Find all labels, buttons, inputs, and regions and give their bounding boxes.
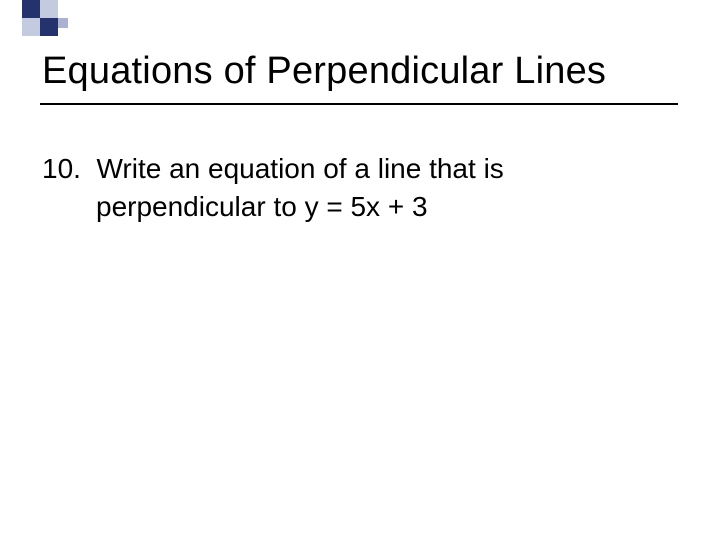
corner-decoration — [0, 0, 90, 40]
problem-line-1: Write an equation of a line that is — [97, 153, 504, 184]
deco-square — [58, 18, 68, 28]
problem-text: 10. Write an equation of a line that is … — [42, 150, 504, 226]
slide-title: Equations of Perpendicular Lines — [42, 50, 606, 93]
problem-number: 10. — [42, 153, 81, 184]
deco-square — [40, 18, 58, 36]
title-underline — [40, 103, 678, 105]
deco-square — [22, 0, 40, 18]
problem-line-2: perpendicular to y = 5x + 3 — [42, 188, 504, 226]
deco-square — [40, 0, 58, 18]
deco-square — [22, 18, 40, 36]
